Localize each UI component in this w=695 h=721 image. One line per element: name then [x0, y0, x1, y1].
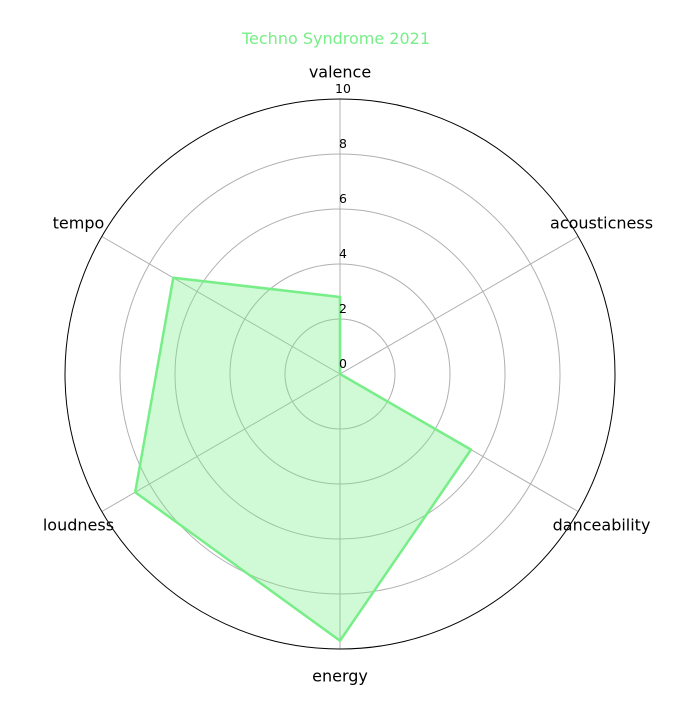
series-line [133, 276, 473, 642]
grid-spoke [101, 236, 341, 375]
outer-frame [64, 98, 616, 650]
axis-label-valence: valence [309, 63, 371, 82]
axis-label-energy: energy [312, 667, 368, 686]
chart-title: Techno Syndrome 2021 [241, 29, 430, 48]
tick-label: 4 [339, 246, 347, 261]
series-layer [133, 276, 473, 642]
tick-label: 6 [339, 191, 347, 206]
axis-label-acousticness: acousticness [550, 214, 653, 233]
tick-label: 10 [335, 81, 351, 96]
axis-label-danceability: danceability [553, 516, 651, 535]
grid-spoke [101, 373, 341, 512]
axis-label-tempo: tempo [53, 214, 105, 233]
axis-label-loudness: loudness [43, 516, 114, 535]
tick-label: 2 [339, 301, 347, 316]
tick-label: 8 [339, 136, 347, 151]
grid-spoke [339, 236, 579, 375]
radial-ticks: 0 2 4 6 8 10 [335, 81, 351, 371]
axis-labels: valence acousticness danceability energy lou… [43, 63, 653, 686]
series-area [135, 277, 471, 641]
tick-label: 0 [339, 356, 347, 371]
